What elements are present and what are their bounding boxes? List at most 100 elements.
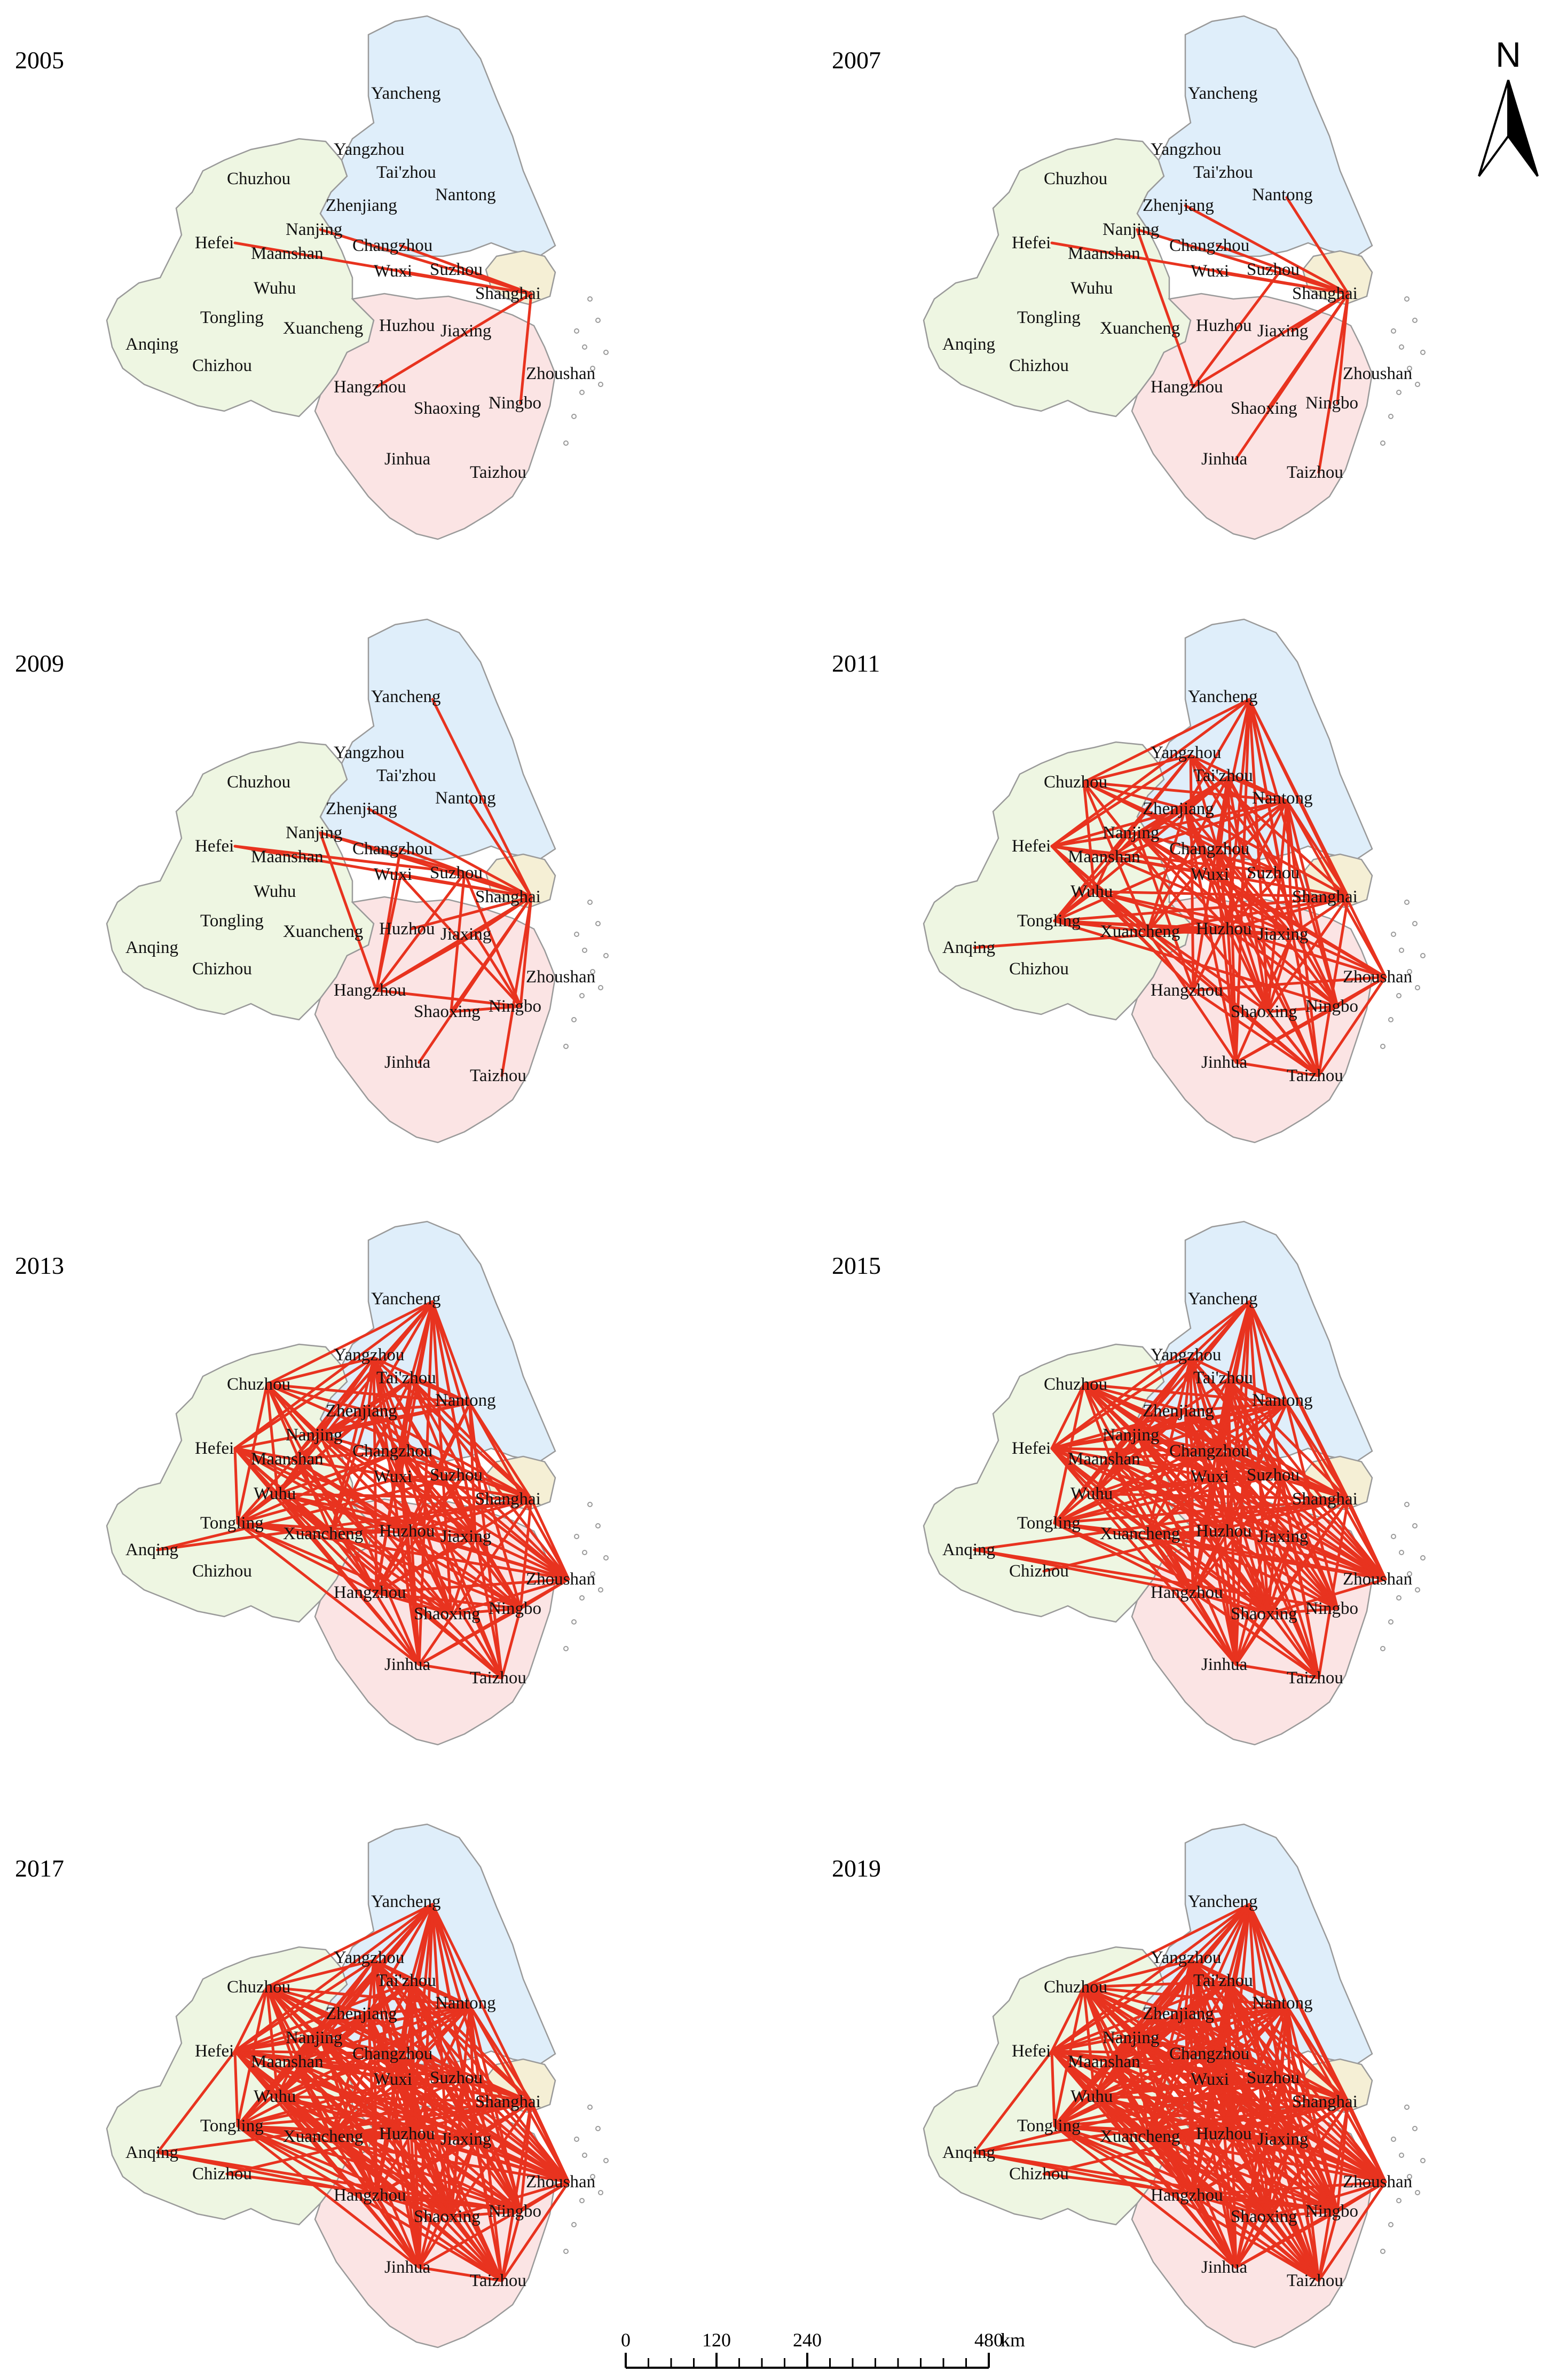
link-line <box>468 2004 570 2184</box>
city-label: Changzhou <box>352 1441 432 1461</box>
map-panel-2017: 2017 Yancheng Yangzhou Tai'zhou Nantong Zhenj… <box>15 1823 609 2349</box>
link-line <box>1136 228 1195 389</box>
link-line <box>276 2095 570 2184</box>
link-line <box>236 1522 421 1666</box>
link-line <box>265 1985 570 2184</box>
link-line <box>519 292 533 405</box>
city-label: Taizhou <box>1287 463 1343 482</box>
island-shape <box>1396 1595 1402 1601</box>
link-line <box>1226 927 1270 1013</box>
city-label: Yancheng <box>1188 687 1257 706</box>
island-shape <box>1404 900 1410 905</box>
link-line <box>265 1383 279 1495</box>
link-line <box>375 989 522 1008</box>
city-label: Xuancheng <box>283 1524 363 1543</box>
link-line <box>1053 919 1294 936</box>
link-line <box>463 871 522 1008</box>
city-label: Chuzhou <box>227 169 290 188</box>
link-line <box>1146 1980 1230 2138</box>
city-label: Xuancheng <box>283 319 363 338</box>
city-label: Ningbo <box>489 2202 541 2221</box>
link-line <box>431 1300 471 1405</box>
city-label: Tai'zhou <box>1193 766 1253 785</box>
link-line <box>1042 1498 1350 1573</box>
link-line <box>1082 698 1251 784</box>
link-line <box>1082 781 1320 1077</box>
link-line <box>1216 799 1288 877</box>
link-line <box>1082 1985 1288 2007</box>
city-label: Chizhou <box>192 356 252 375</box>
scale-bar-tick-label: 120 <box>702 2329 731 2351</box>
link-line <box>1082 1903 1251 1989</box>
city-label: Maanshan <box>251 244 324 263</box>
city-label: Hangzhou <box>334 2186 406 2205</box>
link-line <box>156 1473 466 1551</box>
island-shape <box>1391 932 1396 937</box>
link-line <box>463 268 533 295</box>
map-panel-2011: 2011 Yancheng Yangzhou Tai'zhou Nantong Zhenj… <box>832 618 1426 1144</box>
city-label: Nantong <box>435 789 496 808</box>
link-line <box>236 2060 295 2127</box>
city-label: Yancheng <box>371 1892 440 1911</box>
city-label: Hefei <box>1012 2042 1051 2061</box>
city-label: Tongling <box>200 308 264 327</box>
link-line <box>329 1377 413 1535</box>
city-label: Shaoxing <box>1231 1604 1297 1624</box>
city-label: Shaoxing <box>1231 2207 1297 2226</box>
city-label: Huzhou <box>1196 919 1251 939</box>
island-shape <box>598 985 603 990</box>
link-line <box>1285 2004 1320 2282</box>
city-label: Hefei <box>1012 837 1051 856</box>
city-label: Yangzhou <box>1151 743 1221 762</box>
link-line <box>418 1300 434 1666</box>
island-shape <box>603 953 609 958</box>
city-label: Chizhou <box>1009 959 1069 979</box>
link-line <box>973 2076 1283 2154</box>
link-line <box>1226 1377 1320 1680</box>
north-arrow-left-half-icon <box>1478 80 1509 177</box>
island-shape <box>1412 1523 1418 1528</box>
link-line <box>1285 2004 1387 2184</box>
island-shape <box>574 2137 579 2142</box>
island-shape <box>590 2174 595 2179</box>
city-label: Jinhua <box>384 2258 431 2277</box>
link-line <box>1192 292 1350 389</box>
link-line <box>468 1401 477 1538</box>
city-label: Anqing <box>942 938 995 957</box>
city-label: Maanshan <box>1068 244 1140 263</box>
link-line <box>1082 1383 1270 1615</box>
link-line <box>233 1985 269 2053</box>
city-label: Hefei <box>195 2042 234 2061</box>
city-label: Anqing <box>125 335 178 354</box>
city-label: Zhoushan <box>1343 2172 1412 2192</box>
link-line <box>1285 196 1350 295</box>
city-label: Yangzhou <box>1151 1345 1221 1365</box>
link-line <box>1234 1300 1251 1666</box>
island-shape <box>1415 1587 1420 1593</box>
link-line <box>1082 781 1288 802</box>
link-line <box>1146 1377 1230 1535</box>
island-shape <box>590 1571 595 1577</box>
map-panel-2013: 2013 Yancheng Yangzhou Tai'zhou Nantong Zhenj… <box>15 1220 609 1746</box>
city-label: Zhoushan <box>1343 1570 1412 1589</box>
island-shape <box>1380 2249 1385 2254</box>
island-shape <box>1404 2105 1410 2110</box>
city-label: Ningbo <box>489 997 541 1016</box>
city-label: Tai'zhou <box>376 1971 436 1990</box>
city-label: Maanshan <box>251 1449 324 1469</box>
island-shape <box>1388 1017 1393 1022</box>
city-label: Taizhou <box>470 463 526 482</box>
link-line <box>1109 1401 1288 1461</box>
link-line <box>372 1356 413 1533</box>
panel-year-label: 2009 <box>15 650 64 677</box>
link-line <box>410 1903 434 1983</box>
link-network <box>156 1903 570 2282</box>
link-line <box>1280 2076 1387 2184</box>
link-line <box>1192 989 1320 1077</box>
city-label: Tongling <box>1017 911 1081 931</box>
link-line <box>410 1980 471 2007</box>
city-label: Shanghai <box>475 284 541 303</box>
island-shape <box>1412 2126 1418 2131</box>
link-line <box>1050 1447 1387 1581</box>
link-line <box>1226 775 1288 802</box>
